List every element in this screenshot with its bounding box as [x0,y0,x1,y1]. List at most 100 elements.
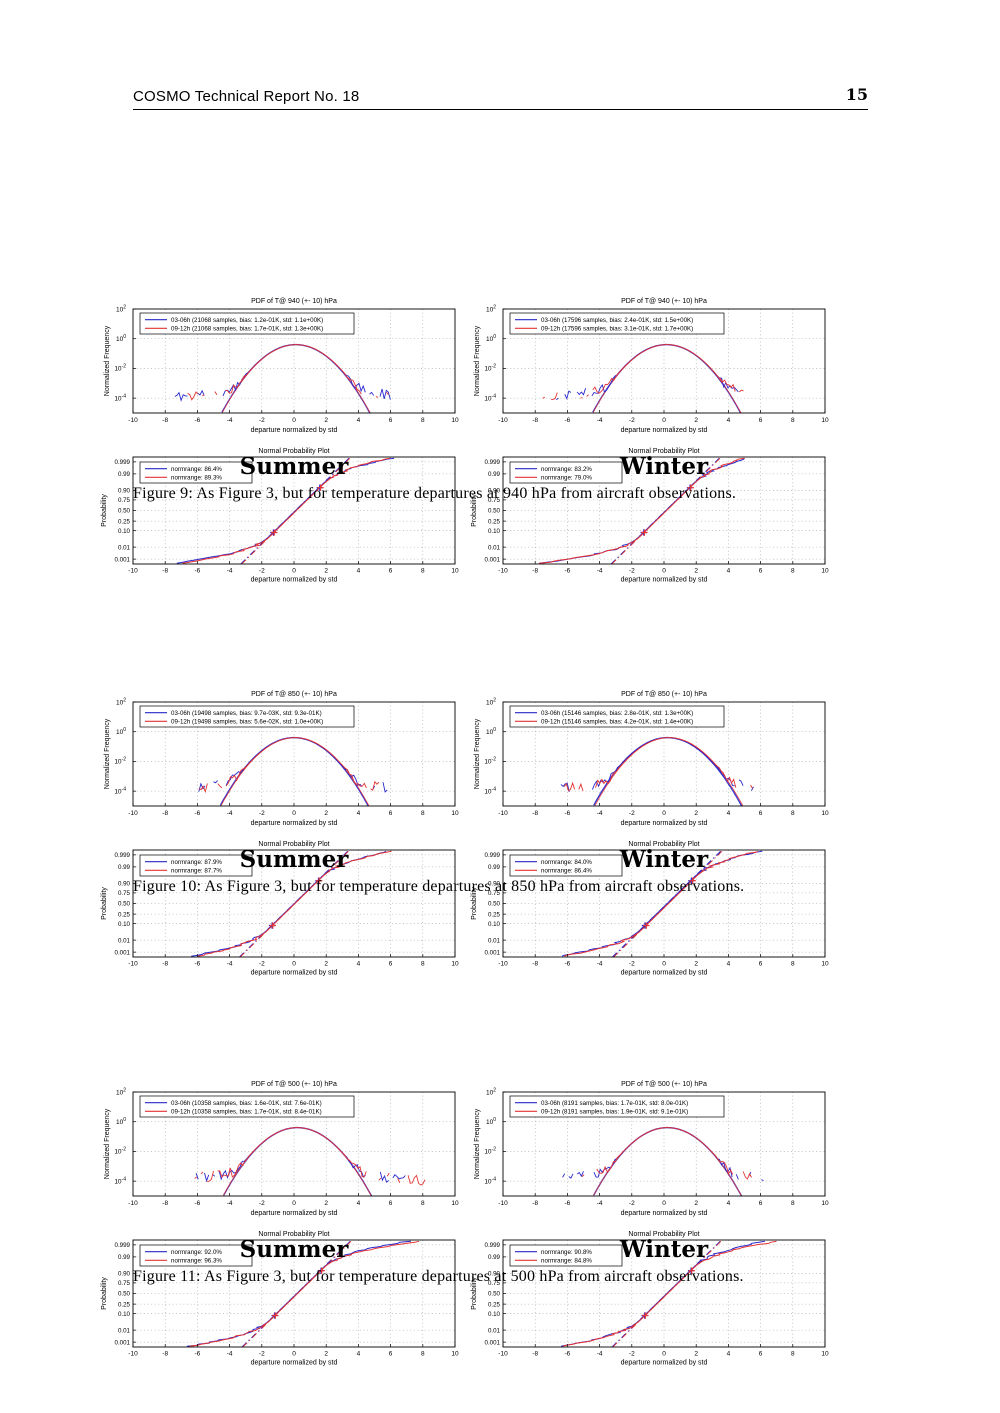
svg-text:8: 8 [421,1351,425,1358]
svg-text:-8: -8 [162,568,168,575]
svg-text:departure normalized by std: departure normalized by std [251,820,338,827]
svg-text:4: 4 [357,961,361,968]
svg-text:0.10: 0.10 [118,528,131,535]
svg-text:PDF of T@ 940 (+- 10) hPa: PDF of T@ 940 (+- 10) hPa [251,298,337,305]
svg-text:-8: -8 [532,417,538,424]
svg-text:0.90: 0.90 [488,488,501,495]
svg-text:4: 4 [727,1351,731,1358]
svg-text:10: 10 [451,1351,459,1358]
svg-text:4: 4 [357,1351,361,1358]
svg-text:-4: -4 [227,568,233,575]
svg-text:0.99: 0.99 [118,1254,131,1261]
svg-text:-2: -2 [629,810,635,817]
svg-text:-8: -8 [162,810,168,817]
svg-text:0.99: 0.99 [488,1254,501,1261]
svg-text:0: 0 [292,810,296,817]
svg-text:0.001: 0.001 [485,949,501,956]
season-label-summer: Summer [239,1236,349,1263]
svg-text:10: 10 [451,810,459,817]
svg-text:10-4: 10-4 [114,393,126,402]
svg-text:-10: -10 [128,1200,138,1207]
svg-text:normrange: 90.8%: normrange: 90.8% [541,1249,592,1256]
svg-text:0.50: 0.50 [118,508,131,515]
svg-text:-2: -2 [259,568,265,575]
svg-text:Normalized Frequency: Normalized Frequency [474,718,481,789]
svg-text:6: 6 [759,1351,763,1358]
svg-text:2: 2 [324,1200,328,1207]
svg-text:0: 0 [292,1200,296,1207]
svg-text:102: 102 [116,304,126,313]
svg-text:-10: -10 [498,1351,508,1358]
svg-text:-6: -6 [565,810,571,817]
svg-text:departure normalized by std: departure normalized by std [251,577,338,584]
svg-text:03-06h (17596 samples, bias: 2: 03-06h (17596 samples, bias: 2.4e-01K, s… [541,317,693,324]
svg-text:4: 4 [727,417,731,424]
pdf-plot-850-summer: -10 -8 -6 -4 -2 0 2 4 6 8 10 102 100 10-2 10-4 PDF of T… [104,691,459,827]
figure-caption: Figure 11: As Figure 3, but for temperat… [133,1268,744,1285]
svg-text:10-2: 10-2 [114,757,126,766]
svg-text:0.90: 0.90 [488,881,501,888]
svg-text:-4: -4 [227,810,233,817]
svg-text:-8: -8 [532,1351,538,1358]
svg-text:10-2: 10-2 [114,364,126,373]
figure-10-block: -10 -8 -6 -4 -2 0 2 4 6 8 10 102 100 10-2 10-4 PDF of T… [0,686,1000,996]
svg-text:4: 4 [357,568,361,575]
svg-text:departure normalized by std: departure normalized by std [621,970,708,977]
svg-text:Normal Probability Plot: Normal Probability Plot [628,448,699,455]
svg-text:PDF of T@ 940 (+- 10) hPa: PDF of T@ 940 (+- 10) hPa [621,298,707,305]
svg-text:normrange: 92.0%: normrange: 92.0% [171,1249,222,1256]
svg-text:Normal Probability Plot: Normal Probability Plot [258,841,329,848]
svg-text:-2: -2 [259,1351,265,1358]
svg-text:-6: -6 [195,1351,201,1358]
svg-text:0: 0 [662,961,666,968]
svg-text:0.25: 0.25 [118,911,131,918]
pdf-plot-940-winter: -10 -8 -6 -4 -2 0 2 4 6 8 10 102 100 10-2 10-4 PDF of T… [474,298,829,434]
svg-text:Probability: Probability [101,887,108,920]
svg-text:8: 8 [791,568,795,575]
svg-text:0: 0 [662,568,666,575]
svg-text:10-4: 10-4 [484,786,496,795]
svg-text:4: 4 [727,568,731,575]
svg-text:0.999: 0.999 [115,852,131,859]
svg-text:0.75: 0.75 [488,890,501,897]
svg-text:10-4: 10-4 [114,786,126,795]
svg-text:-8: -8 [162,961,168,968]
svg-text:-10: -10 [128,417,138,424]
svg-text:0: 0 [662,1200,666,1207]
svg-text:4: 4 [357,1200,361,1207]
normal-probability-plot-500-winter: -10 -8 -6 -4 -2 0 2 4 6 8 10 0.001 0.01 0.10 0.25 0.50 0… [471,1231,829,1367]
svg-text:Normal Probability Plot: Normal Probability Plot [628,841,699,848]
svg-text:102: 102 [486,304,496,313]
svg-text:Normal Probability Plot: Normal Probability Plot [258,1231,329,1238]
svg-text:6: 6 [759,961,763,968]
svg-text:Probability: Probability [471,887,478,920]
pdf-plot-500-summer: -10 -8 -6 -4 -2 0 2 4 6 8 10 102 100 10-2 10-4 PDF of T… [104,1081,459,1217]
svg-text:PDF of T@ 850 (+- 10) hPa: PDF of T@ 850 (+- 10) hPa [251,691,337,698]
svg-text:-4: -4 [597,1200,603,1207]
svg-text:10-4: 10-4 [114,1176,126,1185]
svg-text:0.10: 0.10 [488,921,501,928]
svg-text:departure normalized by std: departure normalized by std [621,427,708,434]
svg-text:-8: -8 [532,1200,538,1207]
season-label-summer: Summer [239,453,349,480]
svg-text:10: 10 [451,568,459,575]
svg-text:PDF of T@ 850 (+- 10) hPa: PDF of T@ 850 (+- 10) hPa [621,691,707,698]
svg-text:0.001: 0.001 [115,949,131,956]
svg-text:normrange: 86.4%: normrange: 86.4% [171,466,222,473]
svg-text:-4: -4 [227,961,233,968]
figure-9-block: -10 -8 -6 -4 -2 0 2 4 6 8 10 102 100 10-2 10-4 PDF of T… [0,293,1000,603]
svg-text:departure normalized by std: departure normalized by std [621,820,708,827]
normal-probability-plot-940-winter: -10 -8 -6 -4 -2 0 2 4 6 8 10 0.001 0.01 0.10 0.25 0.50 0… [471,448,829,584]
svg-text:0.001: 0.001 [485,1339,501,1346]
svg-text:8: 8 [421,1200,425,1207]
svg-text:100: 100 [486,334,496,343]
svg-text:normrange: 87.9%: normrange: 87.9% [171,859,222,866]
svg-text:10: 10 [821,1351,829,1358]
svg-text:100: 100 [116,334,126,343]
svg-text:09-12h (19498 samples, bias: 5: 09-12h (19498 samples, bias: 5.6e-02K, s… [171,719,323,726]
svg-text:-4: -4 [597,961,603,968]
svg-text:0.75: 0.75 [118,497,131,504]
svg-text:0.01: 0.01 [488,937,501,944]
svg-text:-6: -6 [565,1200,571,1207]
svg-text:normrange: 83.2%: normrange: 83.2% [541,466,592,473]
